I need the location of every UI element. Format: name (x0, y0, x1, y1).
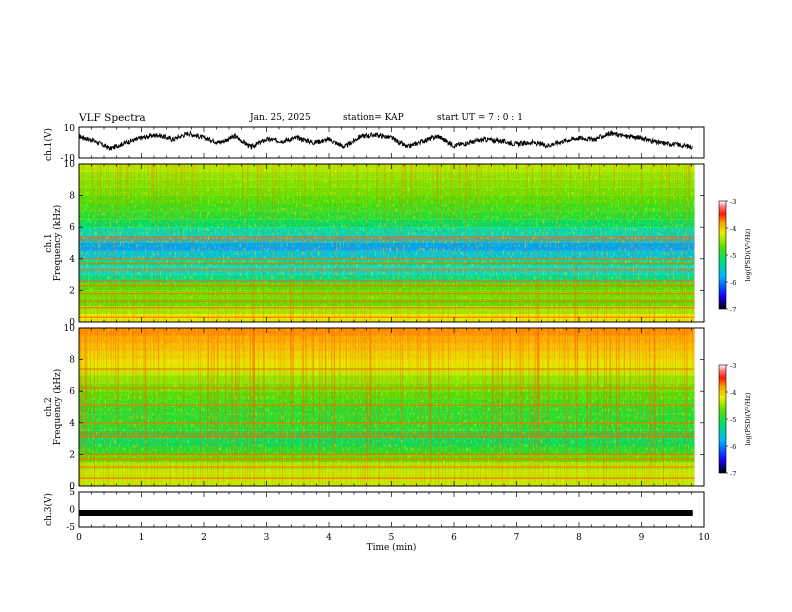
x-tick-label: 2 (201, 533, 207, 543)
x-tick-label: 5 (389, 533, 395, 543)
x-tick-label: 6 (451, 533, 457, 543)
x-tick-label: 4 (326, 533, 332, 543)
ch1-colorbar-tick-label: -4 (730, 225, 736, 233)
ch1-y-axis-label: ch.1(V) (43, 128, 54, 161)
ch1-spectrum-streaks (79, 164, 695, 322)
ch1-y-axis-label: ch.1 (44, 233, 54, 252)
ch1-y-tick-label: 4 (69, 255, 75, 265)
ch1-y-tick-label: 0 (69, 318, 75, 328)
ch2-y-tick-label: 10 (64, 324, 76, 334)
header-start-time: start UT = 7 : 0 : 1 (437, 113, 523, 123)
ch1-colorbar (718, 200, 727, 310)
ch2-y-axis-label: ch.2 (44, 397, 54, 416)
ch1-y-tick-label: -10 (61, 154, 76, 164)
x-axis-label: Time (min) (367, 542, 417, 553)
header-date: Jan. 25, 2025 (250, 113, 311, 123)
x-tick-label: 10 (698, 533, 710, 543)
ch2-spectrum-streaks (79, 328, 695, 486)
ch3-waveform-frame (78, 491, 705, 528)
ch2-colorbar-tick-label: -5 (730, 416, 736, 424)
ch2-colorbar-tick-label: -6 (730, 443, 736, 451)
ch2-y-tick-label: 2 (69, 450, 75, 460)
ch1-y-tick-label: 6 (69, 223, 75, 233)
ch2-y-tick-label: 4 (69, 419, 75, 429)
ch2-colorbar-tick-label: -3 (730, 362, 736, 370)
ch2-colorbar (718, 364, 727, 474)
ch2-y-tick-label: 0 (69, 482, 75, 492)
ch3-y-tick-label: 5 (69, 488, 75, 498)
ch1-y-tick-label: 2 (69, 286, 75, 296)
ch3-y-tick-label: -5 (66, 523, 75, 533)
header-station: station= KAP (343, 113, 404, 123)
ch1-waveform-line (78, 129, 693, 151)
ch1-colorbar-tick-label: -7 (730, 306, 736, 314)
ch1-colorbar-tick-label: -3 (730, 198, 736, 206)
ch2-frequency-axis-label: Frequency (kHz) (52, 369, 63, 446)
x-tick-label: 7 (514, 533, 520, 543)
ch1-no-data-region (694, 164, 704, 322)
ch1-colorbar-label: log(PSD)(V²/Hz) (744, 228, 752, 281)
ch1-y-tick-label: 10 (64, 160, 76, 170)
ch1-y-tick-label: 8 (69, 192, 75, 202)
ch1-colorbar-tick-label: -5 (730, 252, 736, 260)
ch1-y-tick-label: 10 (64, 124, 76, 134)
x-tick-label: 1 (139, 533, 145, 543)
x-tick-label: 8 (576, 533, 582, 543)
ch2-colorbar-tick-label: -4 (730, 389, 736, 397)
chart-title: VLF Spectra (79, 112, 146, 124)
x-tick-label: 9 (639, 533, 645, 543)
ch2-no-data-region (694, 328, 704, 486)
ch2-colorbar-label: log(PSD)(V²/Hz) (744, 392, 752, 445)
ch3-waveform-line (79, 510, 693, 516)
x-tick-label: 3 (264, 533, 270, 543)
ch3-y-axis-label: ch.3(V) (43, 493, 54, 526)
x-tick-label: 0 (76, 533, 82, 543)
ch2-y-tick-label: 6 (69, 387, 75, 397)
ch1-frequency-axis-label: Frequency (kHz) (52, 205, 63, 282)
ch2-y-tick-label: 8 (69, 356, 75, 366)
ch1-colorbar-tick-label: -6 (730, 279, 736, 287)
ch2-colorbar-tick-label: -7 (730, 470, 736, 478)
ch3-y-tick-label: 0 (69, 506, 75, 516)
